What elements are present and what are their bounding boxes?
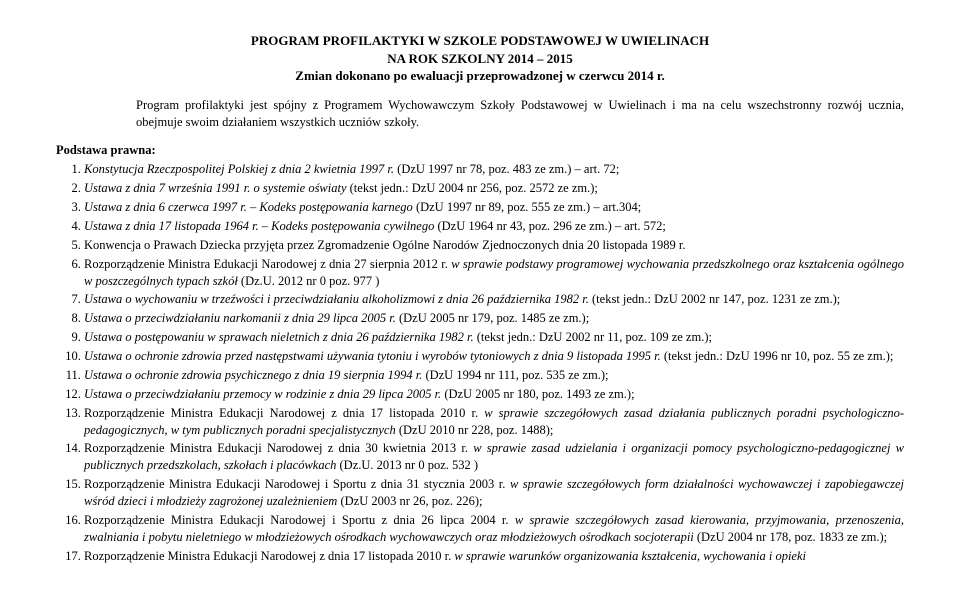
legal-item: Ustawa z dnia 17 listopada 1964 r. – Kod… bbox=[84, 218, 904, 235]
legal-item-posttext: (DzU 1994 nr 111, poz. 535 ze zm.); bbox=[422, 368, 608, 382]
legal-item-citation: Ustawa o postępowaniu w sprawach nieletn… bbox=[84, 330, 474, 344]
legal-item: Ustawa z dnia 6 czerwca 1997 r. – Kodeks… bbox=[84, 199, 904, 216]
legal-item-pretext: Rozporządzenie Ministra Edukacji Narodow… bbox=[84, 257, 451, 271]
title-line-2: NA ROK SZKOLNY 2014 – 2015 bbox=[56, 50, 904, 68]
legal-item-posttext: (tekst jedn.: DzU 2004 nr 256, poz. 2572… bbox=[347, 181, 598, 195]
legal-item-citation: Ustawa o ochronie zdrowia psychicznego z… bbox=[84, 368, 422, 382]
legal-item-citation: Ustawa o wychowaniu w trzeźwości i przec… bbox=[84, 292, 589, 306]
legal-item-pretext: Rozporządzenie Ministra Edukacji Narodow… bbox=[84, 513, 515, 527]
legal-item: Ustawa o przeciwdziałaniu przemocy w rod… bbox=[84, 386, 904, 403]
legal-item-posttext: (DzU 1997 nr 78, poz. 483 ze zm.) – art.… bbox=[394, 162, 619, 176]
legal-item-citation: Konstytucja Rzeczpospolitej Polskiej z d… bbox=[84, 162, 394, 176]
legal-item-citation: w sprawie warunków organizowania kształc… bbox=[454, 549, 806, 563]
legal-item: Konstytucja Rzeczpospolitej Polskiej z d… bbox=[84, 161, 904, 178]
legal-item-posttext: (tekst jedn.: DzU 2002 nr 11, poz. 109 z… bbox=[474, 330, 712, 344]
intro-paragraph: Program profilaktyki jest spójny z Progr… bbox=[136, 97, 904, 131]
legal-item-pretext: Rozporządzenie Ministra Edukacji Narodow… bbox=[84, 477, 510, 491]
legal-item: Ustawa o ochronie zdrowia przed następst… bbox=[84, 348, 904, 365]
legal-item: Rozporządzenie Ministra Edukacji Narodow… bbox=[84, 512, 904, 546]
legal-item: Konwencja o Prawach Dziecka przyjęta prz… bbox=[84, 237, 904, 254]
legal-item: Ustawa o postępowaniu w sprawach nieletn… bbox=[84, 329, 904, 346]
legal-item: Rozporządzenie Ministra Edukacji Narodow… bbox=[84, 405, 904, 439]
legal-item: Rozporządzenie Ministra Edukacji Narodow… bbox=[84, 476, 904, 510]
legal-basis-list: Konstytucja Rzeczpospolitej Polskiej z d… bbox=[56, 161, 904, 564]
legal-item-citation: Ustawa z dnia 17 listopada 1964 r. – Kod… bbox=[84, 219, 434, 233]
legal-item: Ustawa o ochronie zdrowia psychicznego z… bbox=[84, 367, 904, 384]
legal-item-posttext: (DzU 2005 nr 180, poz. 1493 ze zm.); bbox=[441, 387, 634, 401]
legal-item: Rozporządzenie Ministra Edukacji Narodow… bbox=[84, 440, 904, 474]
legal-item-pretext: Rozporządzenie Ministra Edukacji Narodow… bbox=[84, 549, 454, 563]
legal-item-citation: Ustawa z dnia 7 września 1991 r. o syste… bbox=[84, 181, 347, 195]
legal-basis-label: Podstawa prawna: bbox=[56, 142, 904, 159]
title-line-1: PROGRAM PROFILAKTYKI W SZKOLE PODSTAWOWE… bbox=[56, 32, 904, 50]
doc-title: PROGRAM PROFILAKTYKI W SZKOLE PODSTAWOWE… bbox=[56, 32, 904, 85]
legal-item-posttext: (DzU 2010 nr 228, poz. 1488); bbox=[396, 423, 554, 437]
legal-item-posttext: (DzU 2004 nr 178, poz. 1833 ze zm.); bbox=[694, 530, 887, 544]
legal-item-posttext: (DzU 2005 nr 179, poz. 1485 ze zm.); bbox=[396, 311, 589, 325]
legal-item-citation: Ustawa o ochronie zdrowia przed następst… bbox=[84, 349, 661, 363]
legal-item-pretext: Rozporządzenie Ministra Edukacji Narodow… bbox=[84, 441, 473, 455]
legal-item: Rozporządzenie Ministra Edukacji Narodow… bbox=[84, 548, 904, 565]
legal-item-posttext: (DzU 2003 nr 26, poz. 226); bbox=[337, 494, 482, 508]
legal-item-pretext: Konwencja o Prawach Dziecka przyjęta prz… bbox=[84, 238, 686, 252]
legal-item-citation: Ustawa o przeciwdziałaniu narkomanii z d… bbox=[84, 311, 396, 325]
legal-item-citation: Ustawa o przeciwdziałaniu przemocy w rod… bbox=[84, 387, 441, 401]
legal-item-posttext: (Dz.U. 2013 nr 0 poz. 532 ) bbox=[336, 458, 478, 472]
legal-item-posttext: (tekst jedn.: DzU 1996 nr 10, poz. 55 ze… bbox=[661, 349, 894, 363]
legal-item: Ustawa o wychowaniu w trzeźwości i przec… bbox=[84, 291, 904, 308]
legal-item-citation: Ustawa z dnia 6 czerwca 1997 r. – Kodeks… bbox=[84, 200, 413, 214]
legal-item-posttext: (DzU 1997 nr 89, poz. 555 ze zm.) – art.… bbox=[413, 200, 641, 214]
legal-item-posttext: (tekst jedn.: DzU 2002 nr 147, poz. 1231… bbox=[589, 292, 840, 306]
legal-item-posttext: (DzU 1964 nr 43, poz. 296 ze zm.) – art.… bbox=[434, 219, 666, 233]
legal-item-posttext: (Dz.U. 2012 nr 0 poz. 977 ) bbox=[238, 274, 380, 288]
legal-item: Rozporządzenie Ministra Edukacji Narodow… bbox=[84, 256, 904, 290]
legal-item: Ustawa z dnia 7 września 1991 r. o syste… bbox=[84, 180, 904, 197]
legal-item-pretext: Rozporządzenie Ministra Edukacji Narodow… bbox=[84, 406, 484, 420]
legal-item: Ustawa o przeciwdziałaniu narkomanii z d… bbox=[84, 310, 904, 327]
title-line-3: Zmian dokonano po ewaluacji przeprowadzo… bbox=[56, 67, 904, 85]
